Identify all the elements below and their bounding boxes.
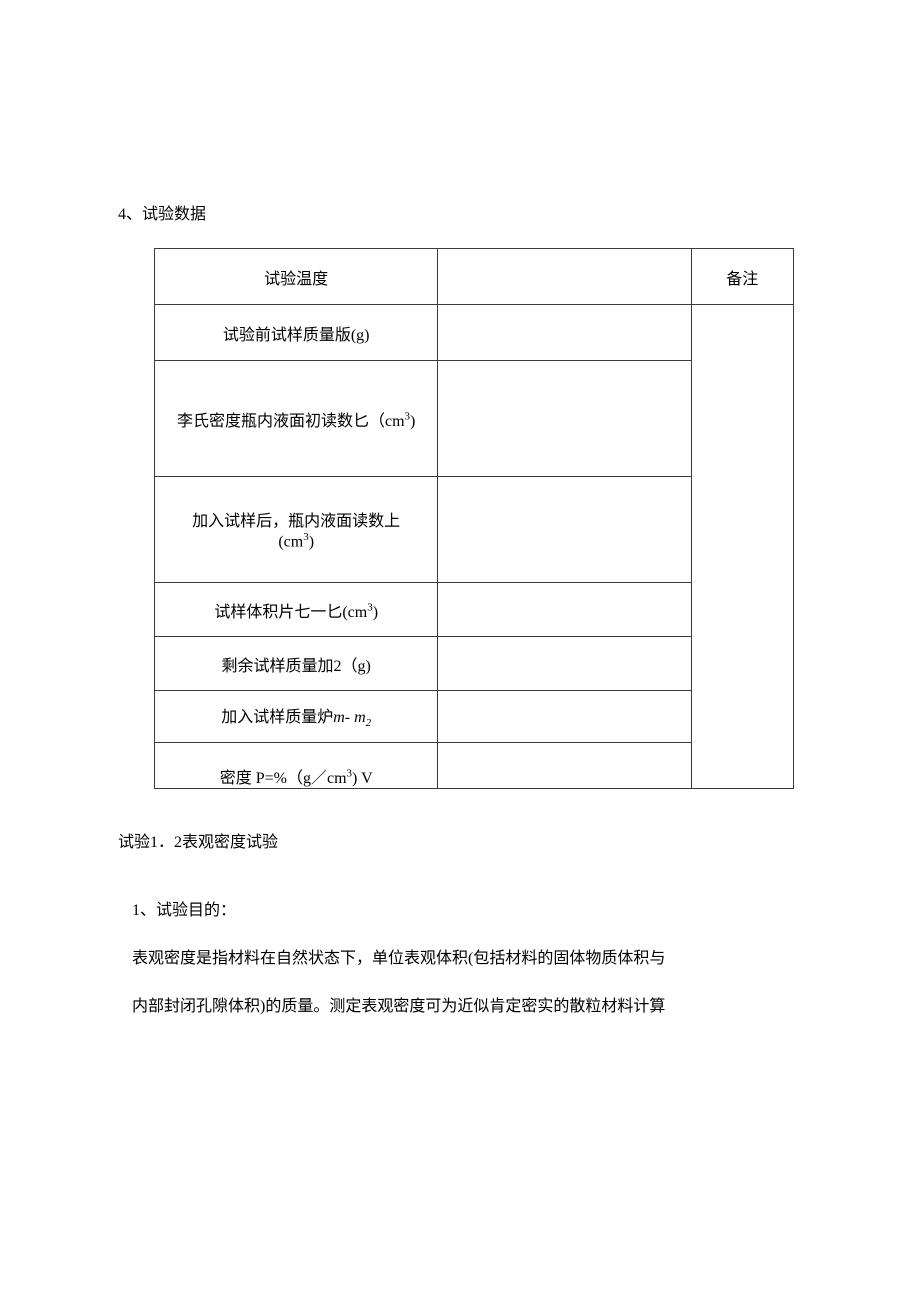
cell-label: 剩余试样质量加2（g) bbox=[155, 637, 438, 691]
cell-value bbox=[438, 583, 691, 637]
cell-value bbox=[438, 743, 691, 789]
cell-value bbox=[438, 361, 691, 477]
cell-label: 密度 P=%（g／cm3) V bbox=[155, 743, 438, 789]
cell-value bbox=[438, 305, 691, 361]
cell-value bbox=[438, 637, 691, 691]
purpose-label: 1、试验目的： bbox=[132, 887, 802, 935]
table-row: 试验前试样质量版(g) bbox=[155, 305, 794, 361]
section-header: 4、试验数据 bbox=[118, 200, 802, 224]
cell-value bbox=[438, 691, 691, 743]
paragraph-line: 表观密度是指材料在自然状态下，单位表观体积(包括材料的固体物质体积与 bbox=[132, 935, 802, 983]
cell-label: 试验温度 bbox=[155, 249, 438, 305]
experiment-title: 试验1．2表观密度试验 bbox=[118, 819, 802, 867]
cell-label: 加入试样质量炉m- m2 bbox=[155, 691, 438, 743]
cell-label: 李氏密度瓶内液面初读数匕（cm3) bbox=[155, 361, 438, 477]
cell-note-header: 备注 bbox=[691, 249, 793, 305]
cell-label: 试样体积片七一匕(cm3) bbox=[155, 583, 438, 637]
cell-value bbox=[438, 249, 691, 305]
table-row: 试验温度 备注 bbox=[155, 249, 794, 305]
cell-label: 试验前试样质量版(g) bbox=[155, 305, 438, 361]
cell-value bbox=[438, 477, 691, 583]
cell-note-body bbox=[691, 305, 793, 789]
paragraph-line: 内部封闭孔隙体积)的质量。测定表观密度可为近似肯定密实的散粒材料计算 bbox=[132, 983, 802, 1031]
data-table: 试验温度 备注 试验前试样质量版(g) 李氏密度瓶内液面初读数匕（cm3) 加入… bbox=[154, 248, 794, 789]
cell-label: 加入试样后，瓶内液面读数上(cm3) bbox=[155, 477, 438, 583]
